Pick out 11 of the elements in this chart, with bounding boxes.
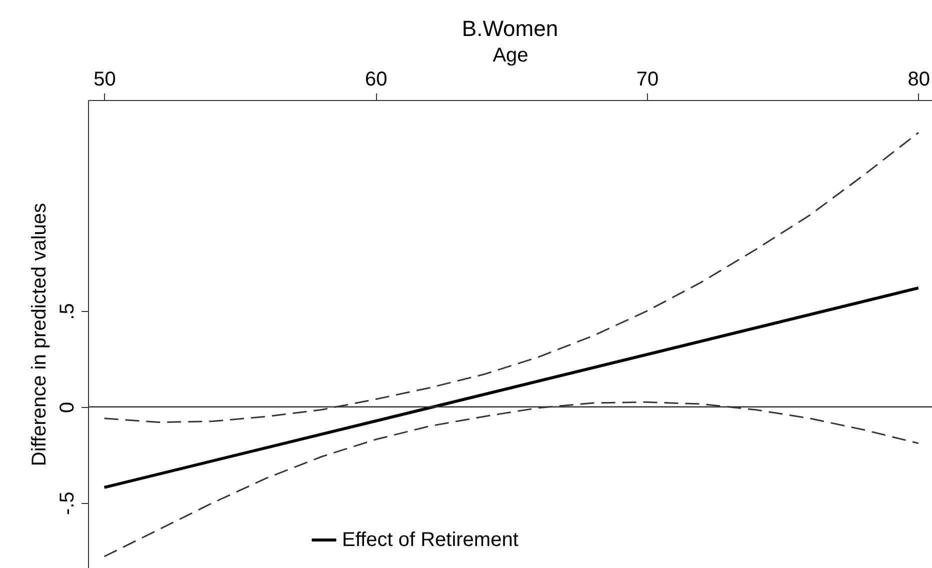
x-tick-label: 60 (365, 68, 388, 90)
y-tick-label: 0 (56, 402, 78, 413)
y-axis-title: Difference in predicted values (28, 202, 50, 466)
y-tick-label: .5 (56, 303, 78, 320)
x-tick-label: 50 (94, 68, 116, 90)
legend-label: Effect of Retirement (342, 529, 519, 551)
x-axis-title: Age (492, 44, 528, 66)
x-tick-label: 70 (636, 68, 659, 90)
chart-title: B.Women (462, 16, 558, 41)
y-tick-label: -.5 (56, 492, 78, 515)
x-tick-label: 80 (908, 68, 930, 90)
